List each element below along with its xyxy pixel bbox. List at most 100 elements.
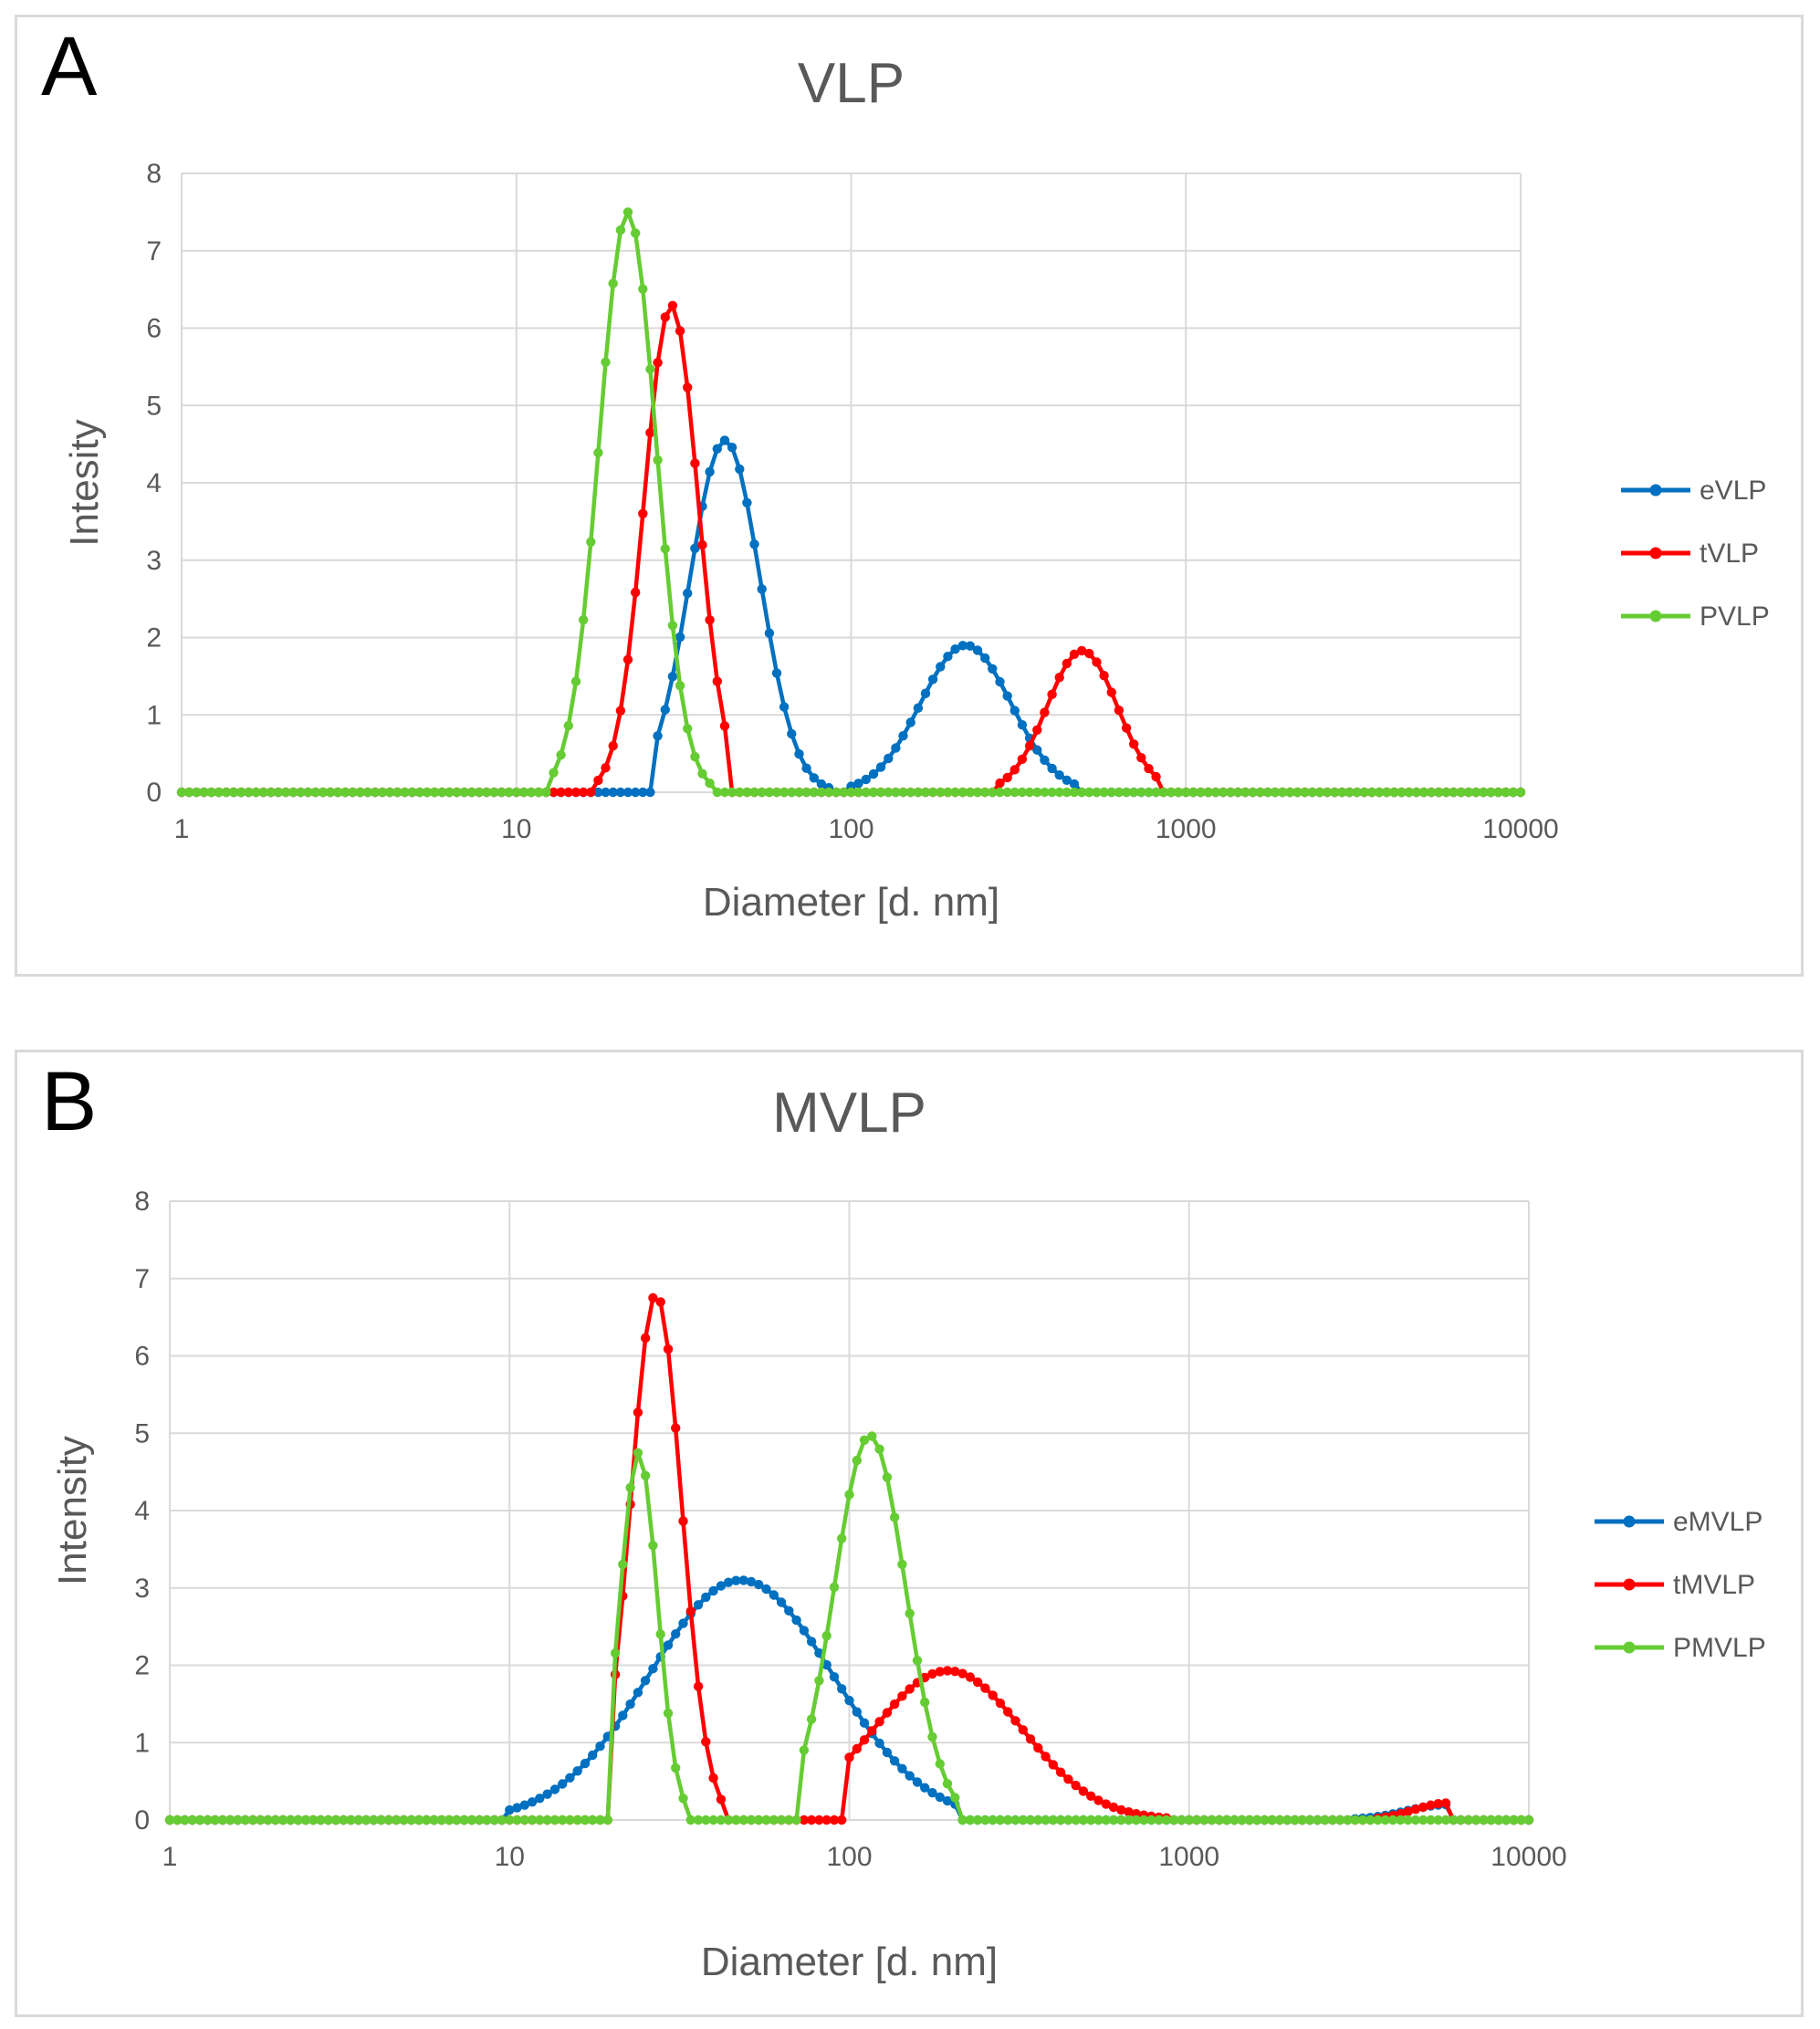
data-point xyxy=(1032,725,1042,735)
data-point xyxy=(705,778,715,789)
data-point xyxy=(1166,787,1177,798)
data-point xyxy=(526,787,537,798)
data-point xyxy=(716,1794,727,1804)
legend-label: tMVLP xyxy=(1673,1570,1755,1600)
data-point xyxy=(846,787,856,798)
data-point xyxy=(950,1793,960,1803)
data-point xyxy=(697,539,707,550)
data-point xyxy=(897,1559,907,1570)
data-point xyxy=(995,778,1005,789)
data-point xyxy=(1282,1815,1292,1825)
x-tick-label: 100 xyxy=(826,1842,872,1872)
data-point xyxy=(595,1741,605,1752)
data-point xyxy=(1108,1815,1119,1825)
data-point xyxy=(988,664,998,674)
data-point xyxy=(690,458,700,468)
data-point xyxy=(1151,787,1161,798)
data-point xyxy=(1002,772,1012,783)
legend-label: eVLP xyxy=(1700,476,1766,506)
legend-item: eMVLP xyxy=(1595,1507,1762,1537)
data-point xyxy=(303,787,313,798)
y-tick-label: 4 xyxy=(134,1496,150,1526)
data-point xyxy=(716,1815,727,1825)
data-point xyxy=(558,1815,568,1825)
y-tick-label: 7 xyxy=(146,236,162,267)
data-point xyxy=(1365,1815,1375,1825)
data-point xyxy=(1177,1815,1187,1825)
data-point xyxy=(690,751,700,762)
data-point xyxy=(794,787,804,798)
legend-swatch-marker xyxy=(1649,484,1662,497)
data-point xyxy=(779,702,790,712)
data-point xyxy=(1260,1815,1270,1825)
data-point xyxy=(738,1575,748,1585)
data-point xyxy=(1403,1815,1413,1825)
data-point xyxy=(1449,787,1459,798)
data-point xyxy=(1441,787,1451,798)
data-point xyxy=(1226,787,1236,798)
data-point xyxy=(655,1297,665,1307)
data-point xyxy=(972,1815,983,1825)
x-tick-label: 1000 xyxy=(1158,1842,1219,1872)
data-point xyxy=(861,774,871,785)
data-point xyxy=(708,1773,718,1783)
data-point xyxy=(746,1815,757,1825)
data-point xyxy=(385,787,395,798)
y-tick-label: 5 xyxy=(146,391,162,421)
data-point xyxy=(874,1738,884,1749)
data-point xyxy=(633,1407,643,1417)
data-point xyxy=(701,1737,711,1747)
data-point xyxy=(671,1762,681,1773)
data-point xyxy=(791,1615,801,1626)
y-tick-label: 2 xyxy=(134,1651,150,1681)
data-point xyxy=(965,1672,976,1682)
data-point xyxy=(1252,1815,1262,1825)
data-point xyxy=(884,753,894,764)
data-point xyxy=(1054,787,1064,798)
data-point xyxy=(225,1815,235,1825)
data-point xyxy=(837,1684,847,1694)
data-point xyxy=(1017,754,1028,764)
data-point xyxy=(1173,787,1184,798)
data-point xyxy=(761,1584,771,1595)
data-point xyxy=(675,681,685,691)
legend-swatch-marker xyxy=(1649,547,1662,560)
data-point xyxy=(436,1815,446,1825)
data-point xyxy=(723,1815,734,1825)
data-point xyxy=(1463,1815,1474,1825)
data-point xyxy=(791,1815,801,1825)
data-point xyxy=(868,787,879,798)
legend-item: PVLP xyxy=(1621,601,1770,632)
data-point xyxy=(1262,787,1273,798)
y-tick-label: 8 xyxy=(134,1187,150,1217)
data-point xyxy=(806,1714,817,1724)
data-point xyxy=(1404,787,1415,798)
data-point xyxy=(1055,1767,1066,1777)
data-point xyxy=(693,1681,704,1691)
data-point xyxy=(310,787,320,798)
data-point xyxy=(1233,787,1243,798)
data-point xyxy=(429,787,440,798)
legend-item: PMVLP xyxy=(1595,1633,1766,1663)
data-point xyxy=(392,1815,402,1825)
data-point xyxy=(875,762,886,772)
data-point xyxy=(203,1815,213,1825)
data-point xyxy=(323,1815,333,1825)
data-point xyxy=(660,312,670,322)
data-point xyxy=(377,787,388,798)
data-point xyxy=(671,1629,681,1639)
gridlines xyxy=(169,1200,1530,1821)
data-point xyxy=(240,1815,250,1825)
y-tick-label: 6 xyxy=(134,1342,150,1372)
data-point xyxy=(897,1763,907,1773)
data-point xyxy=(1144,763,1154,774)
data-point xyxy=(1024,741,1035,751)
data-point xyxy=(332,787,343,798)
data-point xyxy=(1203,787,1213,798)
data-point xyxy=(1221,1815,1232,1825)
data-point xyxy=(731,1575,741,1585)
data-point xyxy=(936,662,946,672)
data-point xyxy=(735,464,745,475)
x-tick-label: 100 xyxy=(828,814,873,844)
